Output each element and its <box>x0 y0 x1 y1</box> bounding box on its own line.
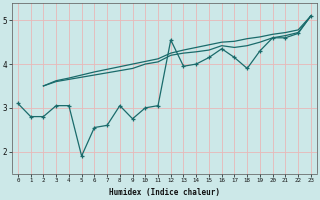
X-axis label: Humidex (Indice chaleur): Humidex (Indice chaleur) <box>109 188 220 197</box>
